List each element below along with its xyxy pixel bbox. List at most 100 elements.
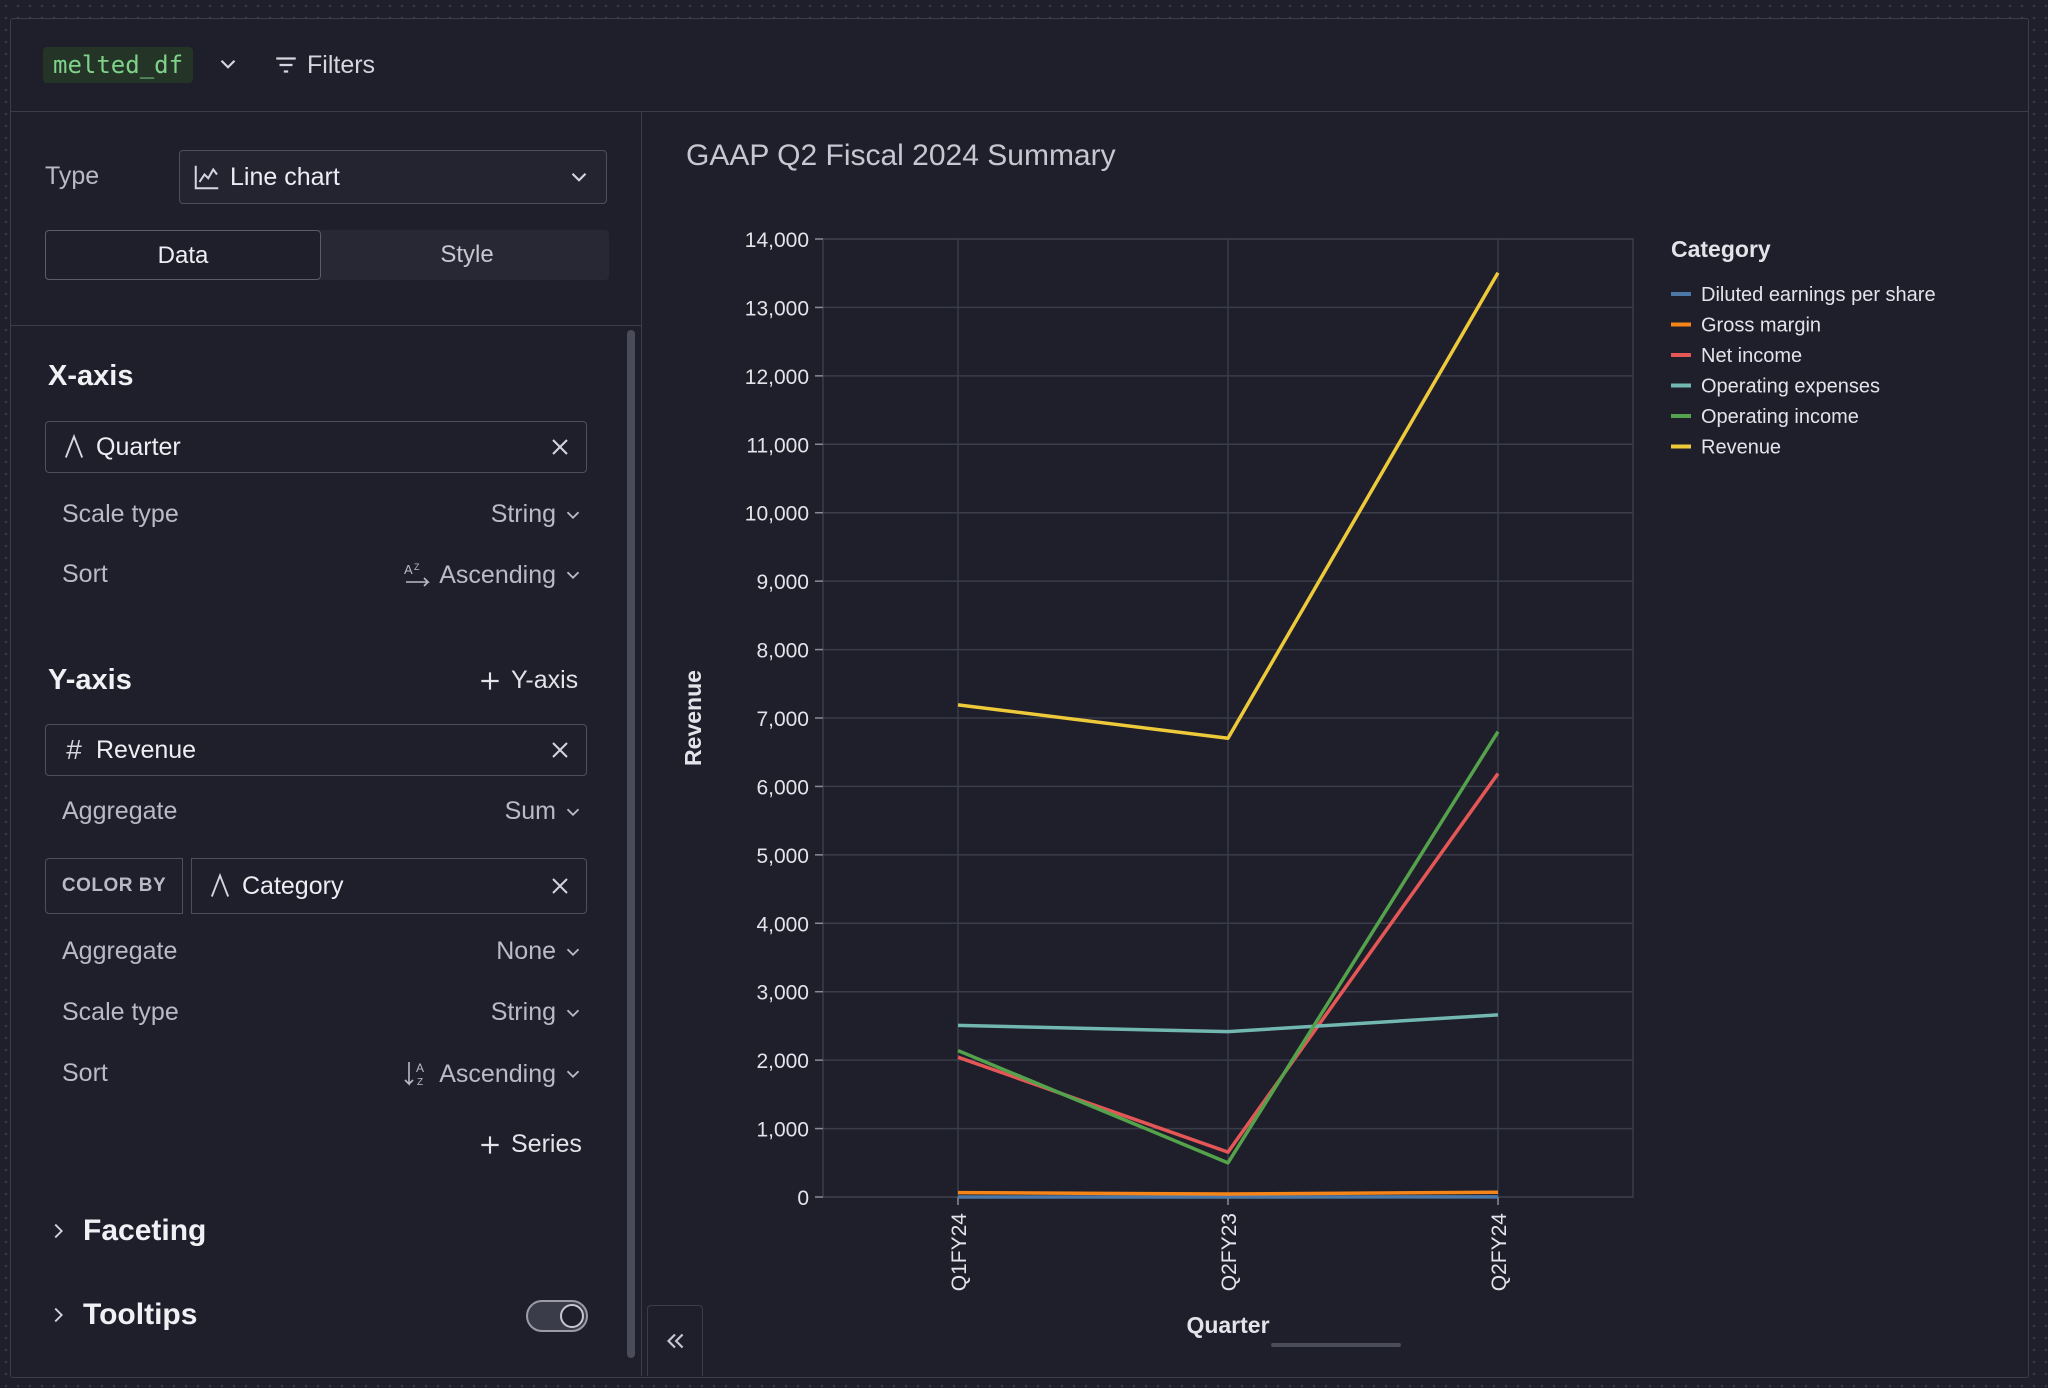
color-aggregate-select[interactable]: None — [496, 937, 584, 966]
number-type-icon: # — [66, 734, 82, 765]
chart-config-panel: Type Line chart Data Style X-axis Quarte… — [11, 112, 642, 1376]
y-axis-field[interactable]: # Revenue — [45, 724, 587, 776]
chart-title: GAAP Q2 Fiscal 2024 Summary — [686, 139, 1116, 172]
y-aggregate-value: Sum — [504, 797, 556, 825]
close-icon[interactable] — [548, 738, 572, 762]
toggle-knob — [560, 1304, 584, 1328]
legend-entry: Diluted earnings per share — [1701, 284, 1936, 306]
tooltips-section[interactable]: Tooltips — [47, 1298, 197, 1332]
chevron-down-icon — [566, 571, 580, 580]
tab-style[interactable]: Style — [440, 241, 494, 268]
faceting-label: Faceting — [83, 1214, 207, 1247]
chevron-down-icon — [566, 948, 580, 956]
color-scale-type-label: Scale type — [62, 998, 179, 1026]
legend-entry: Operating income — [1701, 406, 1859, 428]
close-icon[interactable] — [548, 435, 572, 459]
x-axis-field[interactable]: Quarter — [45, 421, 587, 473]
y-tick-label: 12,000 — [745, 366, 809, 389]
x-tick-label: Q1FY24 — [948, 1213, 971, 1292]
faceting-section[interactable]: Faceting — [47, 1214, 206, 1248]
x-tick-label: Q2FY23 — [1218, 1213, 1241, 1291]
add-series-label: Series — [511, 1130, 582, 1158]
y-axis-field-label: Revenue — [96, 735, 197, 764]
svg-text:Z: Z — [414, 562, 420, 572]
tooltips-toggle[interactable] — [526, 1300, 588, 1332]
string-type-icon — [210, 872, 230, 897]
series-line — [957, 730, 1500, 1165]
add-y-axis-button[interactable]: Y-axis — [477, 666, 578, 695]
legend-entry: Operating expenses — [1701, 376, 1880, 398]
x-axis-title: Quarter — [1186, 1312, 1269, 1338]
line-chart: 0 1,000 2,000 3,000 4,000 5,000 6,000 7,000 8,00… — [680, 229, 1936, 1338]
y-tick-label: 3,000 — [756, 982, 809, 1005]
color-scale-type-select[interactable]: String — [491, 998, 584, 1027]
panel-scrollbar[interactable] — [627, 330, 635, 1358]
color-by-field[interactable]: Category — [191, 858, 587, 914]
x-scale-type-row: Scale type String — [62, 494, 584, 534]
double-chevron-left-icon — [666, 1333, 684, 1349]
chevron-down-icon[interactable] — [215, 51, 241, 77]
collapse-panel-button[interactable] — [647, 1305, 703, 1376]
series-line — [957, 1190, 1499, 1196]
y-tick-label: 6,000 — [756, 776, 809, 799]
x-scale-type-label: Scale type — [62, 500, 179, 528]
color-aggregate-value: None — [496, 937, 556, 965]
chart-type-select[interactable]: Line chart — [179, 150, 607, 204]
y-tick-label: 8,000 — [756, 640, 809, 663]
chart-cell: melted_df Filters Type Line chart Data S… — [10, 18, 2029, 1378]
x-tick-label: Q2FY24 — [1488, 1213, 1511, 1292]
divider — [11, 325, 641, 326]
filters-button[interactable]: Filters — [273, 47, 375, 83]
plus-icon — [481, 671, 499, 690]
legend-entry: Revenue — [1701, 437, 1781, 459]
y-tick-label: 0 — [797, 1187, 809, 1210]
y-aggregate-row: Aggregate Sum — [62, 791, 584, 831]
y-tick-label: 11,000 — [746, 434, 809, 457]
x-scale-type-select[interactable]: String — [491, 500, 584, 529]
chevron-down-icon — [566, 511, 580, 519]
legend-entry: Net income — [1701, 345, 1802, 367]
chevron-down-icon — [566, 808, 580, 816]
color-aggregate-row: Aggregate None — [62, 931, 584, 971]
chart-horizontal-scrollbar[interactable] — [1271, 1343, 1401, 1347]
series-line — [957, 1013, 1499, 1034]
tab-data[interactable]: Data — [45, 230, 321, 280]
y-tick-label: 1,000 — [756, 1119, 809, 1142]
chevron-right-icon — [54, 1223, 63, 1239]
color-by-field-label: Category — [242, 871, 344, 900]
color-sort-label: Sort — [62, 1059, 108, 1087]
svg-text:Z: Z — [417, 1077, 423, 1088]
svg-text:A: A — [404, 562, 413, 577]
cell-toolbar: melted_df Filters — [11, 19, 2028, 112]
close-icon[interactable] — [548, 874, 572, 898]
svg-text:A: A — [416, 1061, 424, 1075]
x-scale-type-value: String — [490, 500, 556, 528]
y-tick-label: 4,000 — [756, 913, 809, 936]
y-tick-label: 7,000 — [756, 708, 809, 731]
filter-icon — [276, 57, 296, 73]
y-aggregate-label: Aggregate — [62, 797, 178, 825]
chevron-right-icon — [54, 1307, 63, 1323]
color-aggregate-label: Aggregate — [62, 937, 178, 965]
y-aggregate-select[interactable]: Sum — [505, 797, 584, 826]
type-label: Type — [45, 162, 100, 190]
add-series-button[interactable]: Series — [477, 1130, 582, 1159]
y-tick-label: 14,000 — [745, 229, 809, 252]
line-chart-icon — [194, 165, 219, 190]
color-sort-value: Ascending — [439, 1059, 556, 1088]
chevron-down-icon — [571, 172, 587, 182]
tooltips-label: Tooltips — [83, 1298, 198, 1331]
color-by-tag: COLOR BY — [45, 858, 183, 914]
y-tick-label: 10,000 — [745, 503, 809, 526]
sort-alpha-down-icon: AZ — [404, 1061, 424, 1088]
dataframe-selector[interactable]: melted_df — [43, 47, 194, 83]
color-scale-type-row: Scale type String — [62, 992, 584, 1032]
add-y-axis-label: Y-axis — [511, 666, 579, 694]
chevron-down-icon — [566, 1009, 580, 1017]
y-tick-label: 9,000 — [756, 571, 809, 594]
